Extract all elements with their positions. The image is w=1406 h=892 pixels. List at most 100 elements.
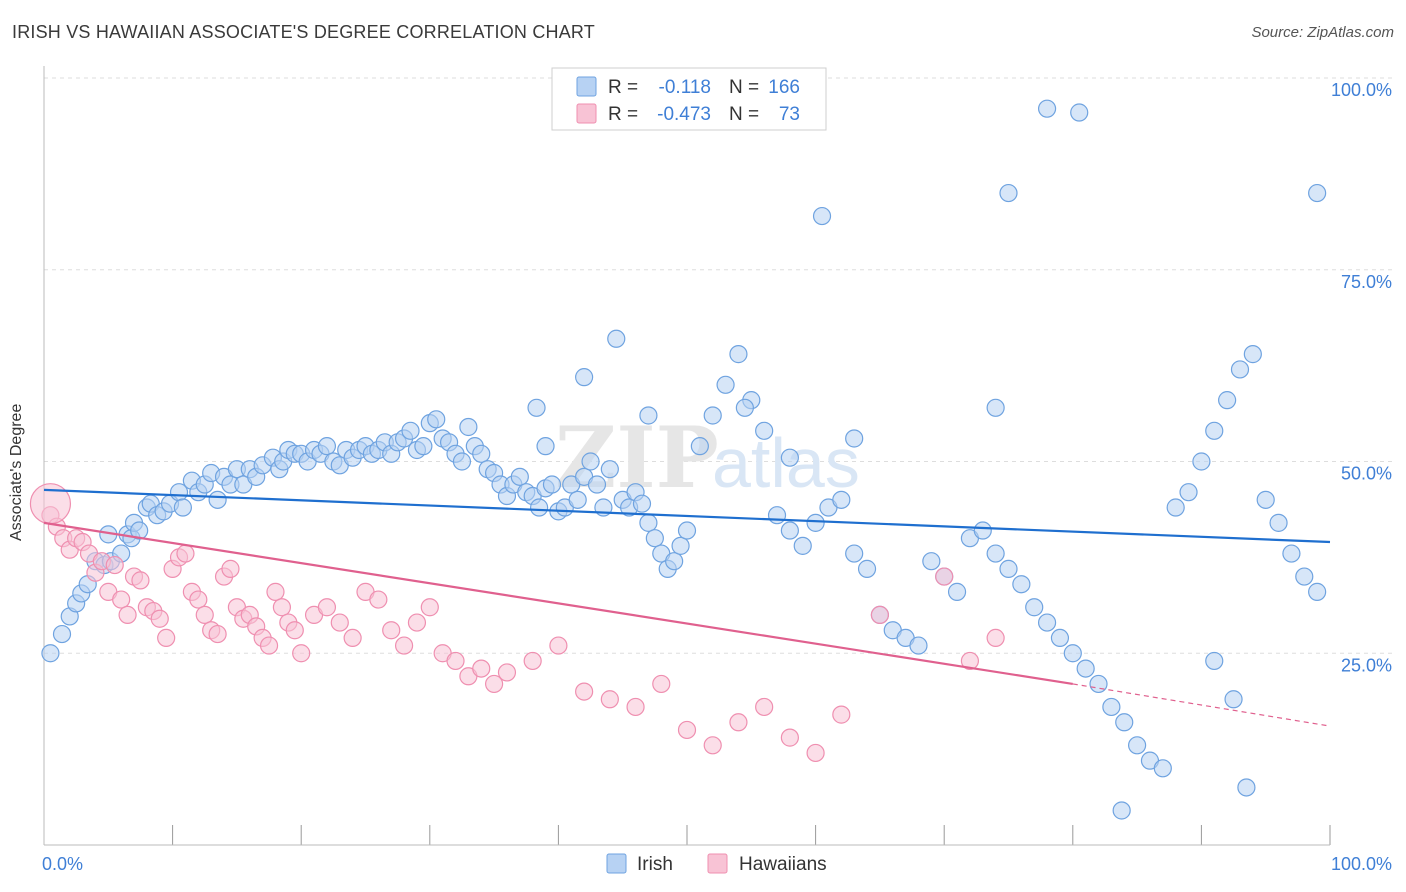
legend-r-label: R = <box>608 77 638 98</box>
y-tick-label: 25.0% <box>1341 655 1392 675</box>
irish-point <box>1070 103 1089 122</box>
irish-point <box>1037 613 1057 632</box>
irish-point <box>1115 713 1134 732</box>
legend-n-label: N = <box>729 104 759 125</box>
legend: R = -0.118 N = 166 R = -0.473 N = 73 <box>551 67 827 131</box>
grid <box>44 77 1392 654</box>
irish-point <box>600 460 619 479</box>
irish-point <box>1050 628 1070 648</box>
irish-point <box>459 417 478 437</box>
hawaiians-point <box>131 571 150 590</box>
hawaiians-trend-extension <box>1072 683 1331 727</box>
irish-point <box>1282 544 1301 563</box>
irish-point <box>986 544 1005 563</box>
irish-point <box>317 437 337 456</box>
y-tick-label: 100.0% <box>1331 80 1392 100</box>
hawaiians-point <box>330 613 349 632</box>
irish-point <box>845 544 864 563</box>
irish-point <box>1127 736 1147 755</box>
irish-point <box>581 452 600 471</box>
irish-point <box>607 329 626 348</box>
irish-point <box>690 437 709 456</box>
irish-point <box>472 444 491 463</box>
irish-point <box>1102 697 1121 717</box>
hawaiians-point <box>780 728 799 747</box>
irish-point <box>1179 483 1198 502</box>
hawaiians-point <box>755 697 774 717</box>
irish-point <box>1205 421 1224 440</box>
irish-point <box>414 437 433 456</box>
irish-point <box>1224 690 1243 709</box>
hawaiians-point <box>575 682 594 701</box>
irish-point <box>986 398 1005 417</box>
irish-point <box>1218 391 1237 410</box>
irish-point <box>530 498 549 517</box>
irish-point <box>1192 452 1211 471</box>
irish-point <box>857 559 877 578</box>
irish-point <box>587 475 607 494</box>
irish-trend-line <box>43 488 1331 544</box>
hawaiians-point <box>394 636 414 655</box>
irish-point <box>780 521 799 540</box>
hawaiians-point <box>221 559 240 578</box>
x-tick-label: 0.0% <box>42 854 83 874</box>
irish-point <box>806 513 825 532</box>
irish-point <box>452 452 472 471</box>
hawaiians-point <box>176 544 195 563</box>
irish-point <box>639 406 658 425</box>
hawaiians-point <box>195 605 214 625</box>
legend-n-value: 73 <box>779 104 800 125</box>
hawaiians-point <box>407 613 427 632</box>
hawaiians-point <box>523 651 542 671</box>
irish-point <box>909 636 928 655</box>
irish-point <box>1256 490 1275 509</box>
irish-point <box>645 529 664 548</box>
y-tick-label: 50.0% <box>1341 464 1392 484</box>
trend-lines <box>43 488 1331 727</box>
irish-point <box>1037 99 1057 118</box>
irish-point <box>510 467 529 486</box>
hawaiians-point <box>292 644 311 663</box>
legend-hawaiians-swatch <box>576 103 597 124</box>
legend-box <box>551 67 827 131</box>
irish-point <box>130 521 149 540</box>
irish-point <box>703 406 722 425</box>
irish-point <box>542 475 562 494</box>
irish-point <box>812 206 832 226</box>
irish-point <box>1012 575 1031 594</box>
y-tick-label: 75.0% <box>1341 272 1392 292</box>
hawaiians-point <box>703 736 722 755</box>
legend-hawaiians-label: Hawaiians <box>739 854 827 875</box>
legend-r-value: -0.473 <box>657 104 711 125</box>
irish-point <box>527 398 546 417</box>
irish-point <box>999 559 1018 578</box>
hawaiians-point <box>150 609 169 628</box>
irish-point <box>677 521 697 540</box>
hawaiians-point <box>157 628 176 648</box>
hawaiians-point <box>189 590 208 609</box>
x-tick-label: 100.0% <box>1331 854 1392 874</box>
hawaiians-point <box>208 624 227 644</box>
irish-point <box>845 429 864 448</box>
irish-point <box>1076 659 1095 678</box>
irish-point <box>52 624 72 644</box>
hawaiians-point <box>497 663 517 682</box>
irish-point <box>1230 360 1250 379</box>
irish-point <box>401 421 420 440</box>
irish-point <box>639 513 658 532</box>
hawaiians-point <box>420 598 439 617</box>
legend-irish-label: Irish <box>637 854 673 875</box>
legend-r-value: -0.118 <box>659 77 711 98</box>
hawaiians-point <box>485 674 504 694</box>
irish-point <box>1112 801 1131 820</box>
hawaiians-point <box>369 590 388 609</box>
irish-point <box>1063 644 1082 663</box>
irish-point <box>1089 674 1108 694</box>
hawaiians-point <box>549 636 568 655</box>
hawaiians-point <box>472 659 491 678</box>
irish-point <box>41 644 60 663</box>
irish-point <box>1308 183 1327 203</box>
irish-point <box>793 536 812 555</box>
hawaiians-point <box>960 651 980 671</box>
